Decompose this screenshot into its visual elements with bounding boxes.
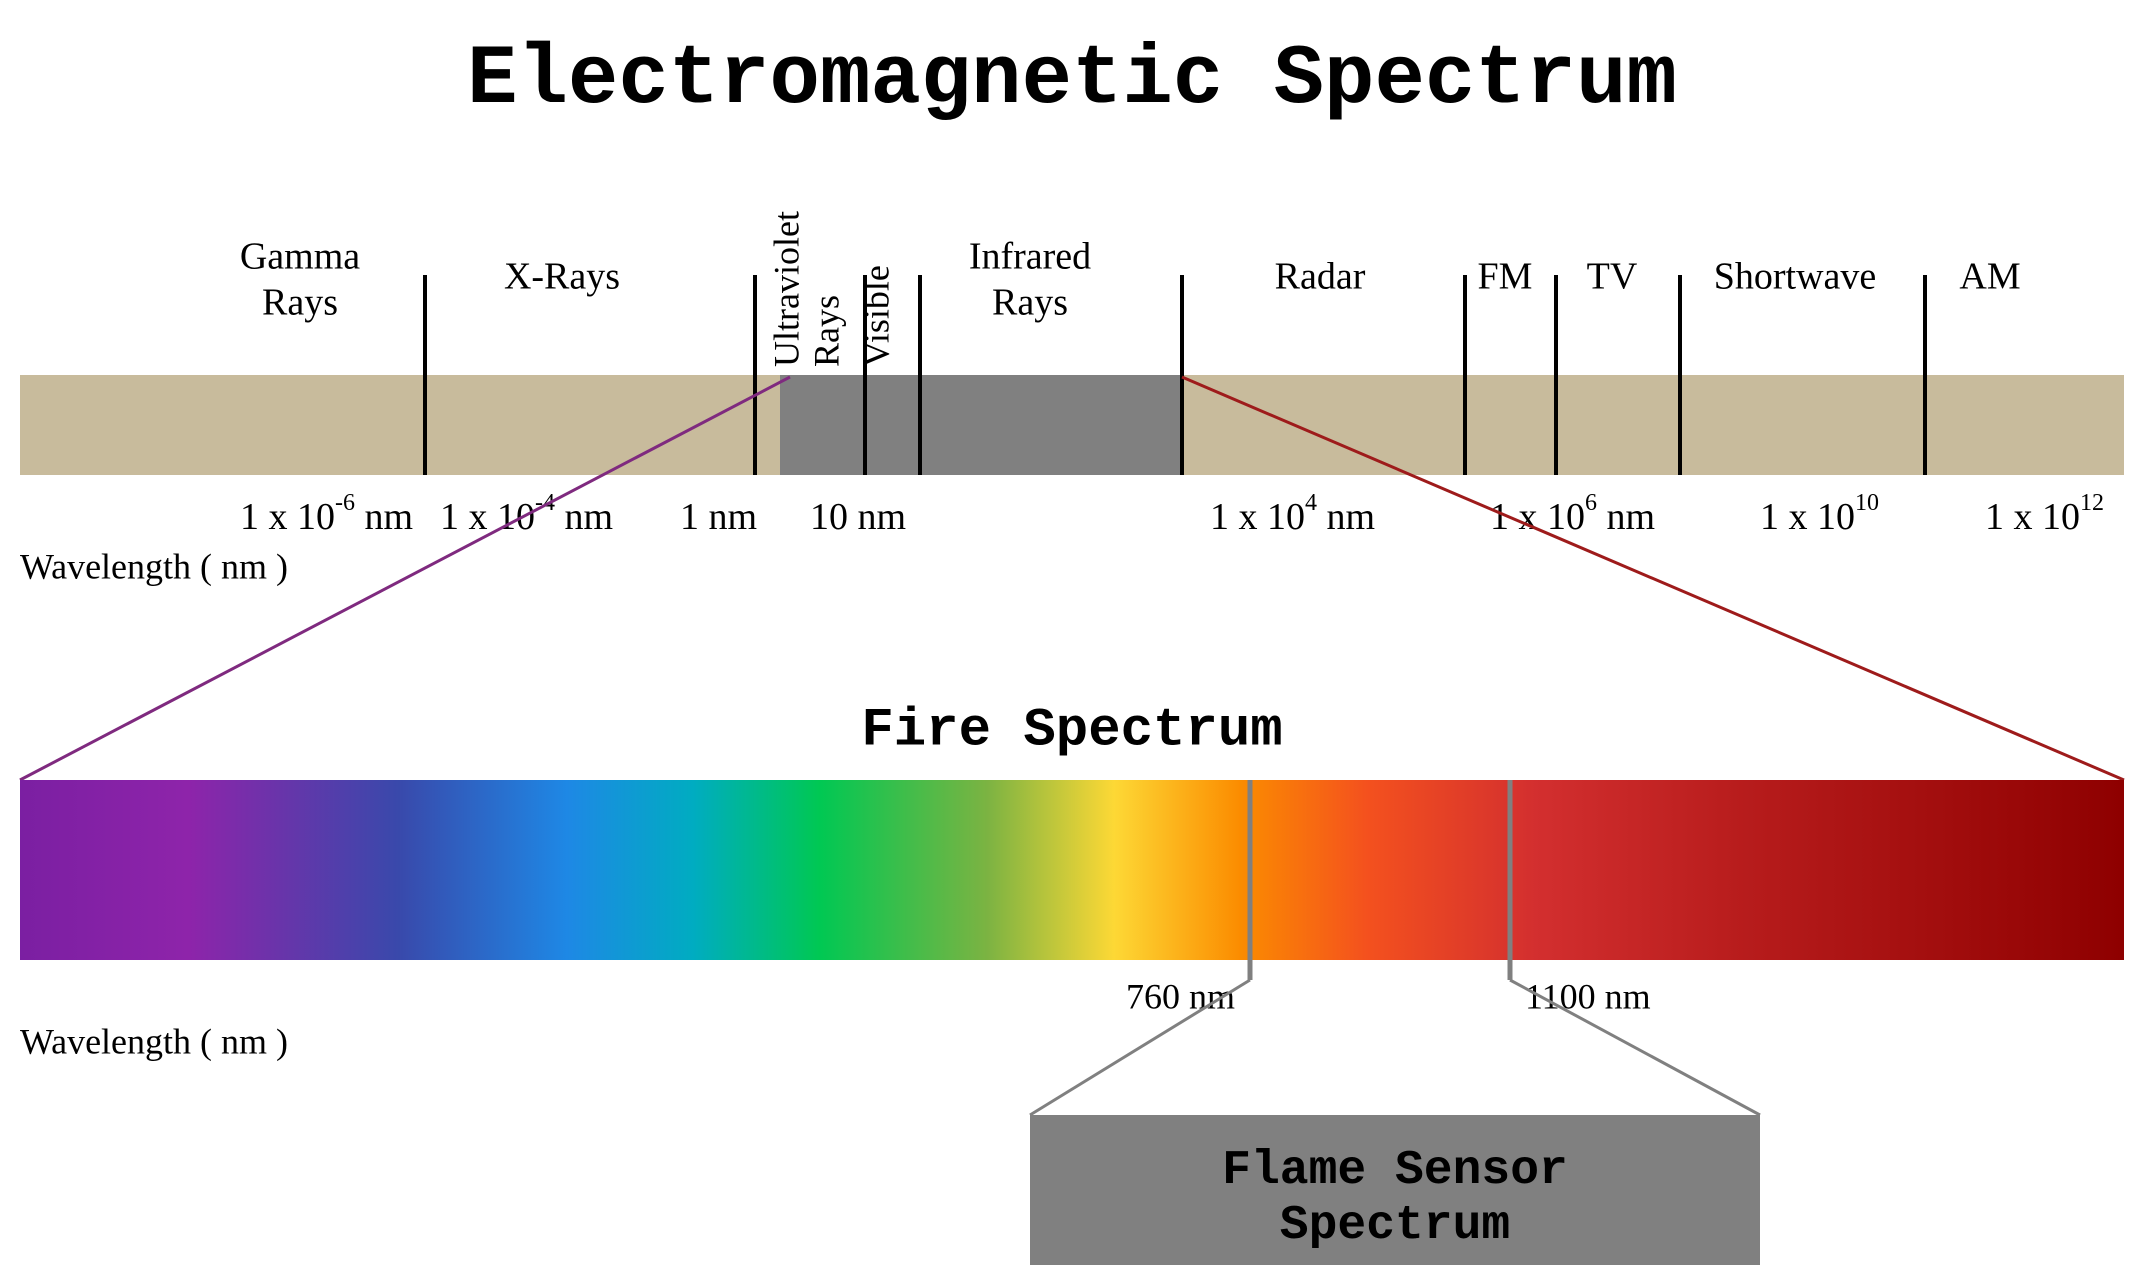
band-label: Shortwave (1714, 256, 1877, 298)
band-label: Gamma (240, 236, 360, 278)
main-title: Electromagnetic Spectrum (467, 33, 1677, 128)
band-label: Infrared (969, 236, 1091, 278)
em-spectrum-diagram: Electromagnetic Spectrum GammaRaysX-Rays… (0, 0, 2144, 1268)
band-label: Rays (992, 282, 1068, 324)
band-label: Rays (262, 282, 338, 324)
band-label: Ultraviolet (766, 211, 806, 367)
wavelength-label: 1 x 1010 (1760, 490, 1879, 538)
band-label: X-Rays (504, 256, 620, 298)
wavelength-label: 1 x 1012 (1985, 490, 2104, 538)
band-label: AM (1959, 256, 2020, 298)
wavelength-label: 1 x 106 nm (1490, 490, 1655, 538)
wavelength-label: 1 x 10-6 nm (240, 490, 413, 538)
fire-spectrum-bar (20, 780, 2124, 960)
band-label: Radar (1275, 256, 1366, 298)
wavelength-label: 1 nm (680, 496, 757, 538)
fire-title: Fire Spectrum (861, 700, 1282, 761)
em-wavelength-labels: 1 x 10-6 nm1 x 10-4 nm1 nm10 nm1 x 104 n… (240, 490, 2104, 538)
sensor-tick-label: 1100 nm (1525, 976, 1651, 1016)
band-label: FM (1478, 256, 1533, 298)
band-label: TV (1587, 256, 1638, 298)
sensor-tick-label: 760 nm (1126, 976, 1235, 1016)
band-label: Rays (806, 295, 846, 367)
wavelength-label: 1 x 104 nm (1210, 490, 1375, 538)
wavelength-label: 10 nm (810, 496, 906, 538)
em-axis-label: Wavelength ( nm ) (20, 546, 288, 586)
fire-axis-label: Wavelength ( nm ) (20, 1021, 288, 1061)
band-label: Visible (856, 265, 896, 367)
em-bar-highlight (780, 375, 1182, 475)
